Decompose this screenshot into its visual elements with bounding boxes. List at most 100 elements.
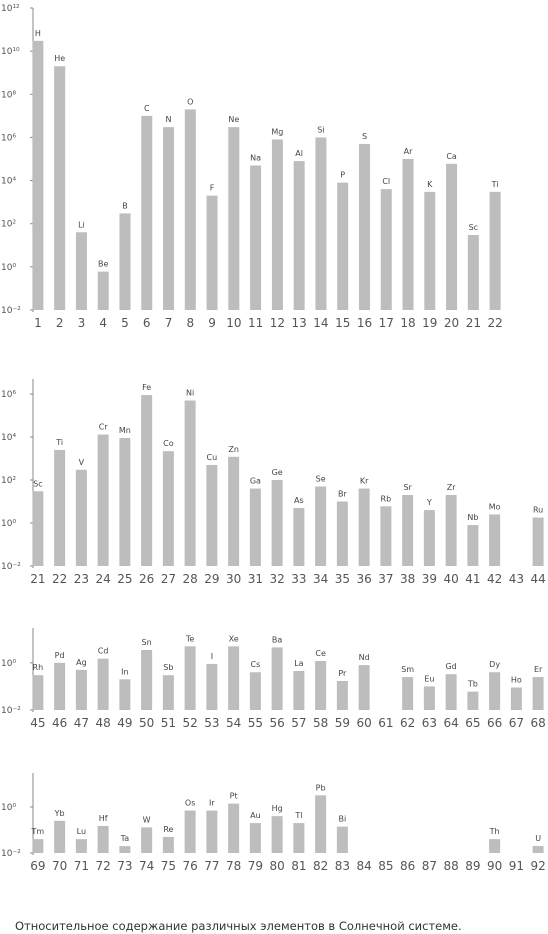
x-tick-label: 86 [400,859,415,873]
x-tick-label: 26 [139,572,154,586]
x-tick-label: 40 [443,572,458,586]
element-symbol: La [294,659,303,668]
bar [510,687,522,710]
bar [184,646,196,710]
element-symbol: Bi [339,815,347,824]
bar [141,827,153,853]
x-tick-label: 21 [466,316,481,330]
element-symbol: Nb [467,513,478,522]
x-tick-label: 90 [487,859,502,873]
x-tick-label: 24 [95,572,110,586]
x-tick-label: 61 [378,716,393,730]
bar [184,400,196,566]
x-tick-label: 16 [357,316,372,330]
x-tick-label: 33 [291,572,306,586]
bar [97,271,109,310]
bar [54,820,66,853]
bar [228,646,240,710]
y-tick-label: 10⁻² [1,849,21,859]
bar [380,189,392,310]
x-tick-label: 12 [270,316,285,330]
element-symbol: Ru [533,506,543,515]
element-symbol: Hg [272,804,283,813]
bar [54,449,66,566]
x-tick-label: 37 [378,572,393,586]
x-tick-label: 34 [313,572,328,586]
bar [162,451,174,566]
bar [532,517,544,566]
x-tick-label: 57 [291,716,306,730]
x-tick-label: 58 [313,716,328,730]
x-tick-label: 45 [30,716,45,730]
element-symbol: Ho [511,675,522,684]
element-symbol: Ir [209,799,215,808]
element-symbol: Yb [54,809,65,818]
x-tick-label: 54 [226,716,241,730]
x-tick-label: 22 [487,316,502,330]
x-tick-label: 23 [74,572,89,586]
x-tick-label: 15 [335,316,350,330]
x-tick-label: 87 [422,859,437,873]
bar [32,491,44,566]
bar [402,495,414,566]
x-tick-label: 20 [444,316,459,330]
bar [75,469,87,566]
x-tick-label: 14 [313,316,328,330]
bar [54,662,66,710]
element-symbol: Mn [119,426,131,435]
element-symbol: O [187,97,193,106]
element-symbol: Fe [142,383,151,392]
x-tick-label: 38 [400,572,415,586]
x-tick-label: 83 [335,859,350,873]
element-symbol: Zn [228,445,239,454]
bar [184,810,196,853]
element-symbol: Se [316,474,326,483]
bar [467,234,479,310]
bar [206,464,218,566]
element-symbol: Kr [360,477,369,486]
bar [206,810,218,853]
x-tick-label: 81 [291,859,306,873]
y-tick-label: 10⁰ [1,803,16,813]
element-symbol: V [79,458,85,467]
element-symbol: Ni [186,388,194,397]
bar [119,846,131,853]
x-tick-label: 17 [379,316,394,330]
element-symbol: Cs [250,660,260,669]
bar [141,395,153,566]
bar [162,675,174,710]
bar [97,434,109,566]
element-symbol: Sm [401,665,414,674]
element-symbol: Cr [99,423,109,432]
x-tick-label: 88 [443,859,458,873]
bar [489,514,501,566]
x-tick-label: 70 [52,859,67,873]
x-tick-label: 28 [182,572,197,586]
y-tick-label: 10⁴ [1,177,16,187]
element-symbol: Pd [55,651,65,660]
element-symbol: Rb [381,494,392,503]
element-symbol: Lu [77,827,86,836]
bar [467,525,479,566]
element-symbol: Sc [33,479,42,488]
y-tick-label: 10⁰ [1,659,16,669]
y-tick-label: 10⁰ [1,519,16,529]
element-symbol: Si [317,125,324,134]
bar [271,816,283,853]
bar [206,663,218,710]
element-symbol: Sc [469,223,478,232]
element-symbol: Pt [230,792,238,801]
x-tick-label: 2 [56,316,64,330]
bar [32,40,44,310]
bar [206,195,218,310]
bar [162,836,174,853]
x-tick-label: 29 [204,572,219,586]
bar [249,488,261,566]
x-tick-label: 36 [356,572,371,586]
element-symbol: Cd [98,647,109,656]
element-symbol: Pr [338,669,347,678]
x-tick-label: 64 [443,716,458,730]
y-tick-label: 10⁶ [1,390,16,400]
x-tick-label: 43 [509,572,524,586]
